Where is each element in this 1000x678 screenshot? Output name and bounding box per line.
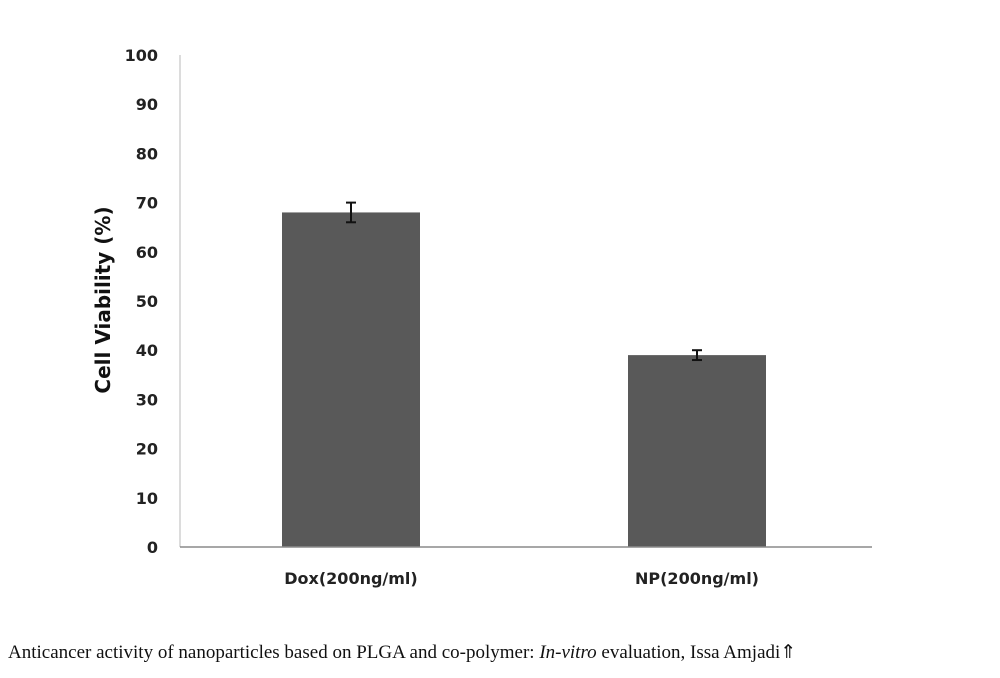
bar-chart: Cell Viability (%) 0 10 20 30 40 50 60 70 80 90 10… (91, 46, 872, 588)
y-tick-label: 70 (136, 194, 158, 213)
caption-author: evaluation, Issa Amjadi⇑ (596, 642, 797, 663)
bars-group (282, 212, 766, 547)
y-tick-label: 50 (136, 292, 158, 311)
y-tick-label: 0 (147, 538, 158, 557)
bar (628, 355, 766, 547)
error-bar (692, 349, 702, 362)
y-axis-title: Cell Viability (%) (91, 206, 115, 393)
y-tick-label: 80 (136, 144, 158, 163)
bar (282, 212, 420, 547)
y-tick-label: 100 (125, 46, 158, 65)
figure-caption: Anticancer activity of nanoparticles bas… (8, 641, 998, 664)
error-bars-group (346, 201, 702, 362)
y-axis-ticks: 0 10 20 30 40 50 60 70 80 90 100 (125, 46, 158, 557)
caption-text: Anticancer activity of nanoparticles bas… (8, 642, 540, 663)
x-category-label: Dox(200ng/ml) (284, 569, 417, 588)
y-tick-label: 20 (136, 440, 158, 459)
y-tick-label: 90 (136, 95, 158, 114)
error-bar (346, 201, 356, 224)
y-tick-label: 40 (136, 341, 158, 360)
y-tick-label: 60 (136, 243, 158, 262)
y-tick-label: 30 (136, 390, 158, 409)
y-tick-label: 10 (136, 489, 158, 508)
x-category-label: NP(200ng/ml) (635, 569, 759, 588)
x-axis-labels: Dox(200ng/ml) NP(200ng/ml) (284, 569, 759, 588)
caption-italic: In-vitro (539, 642, 597, 663)
